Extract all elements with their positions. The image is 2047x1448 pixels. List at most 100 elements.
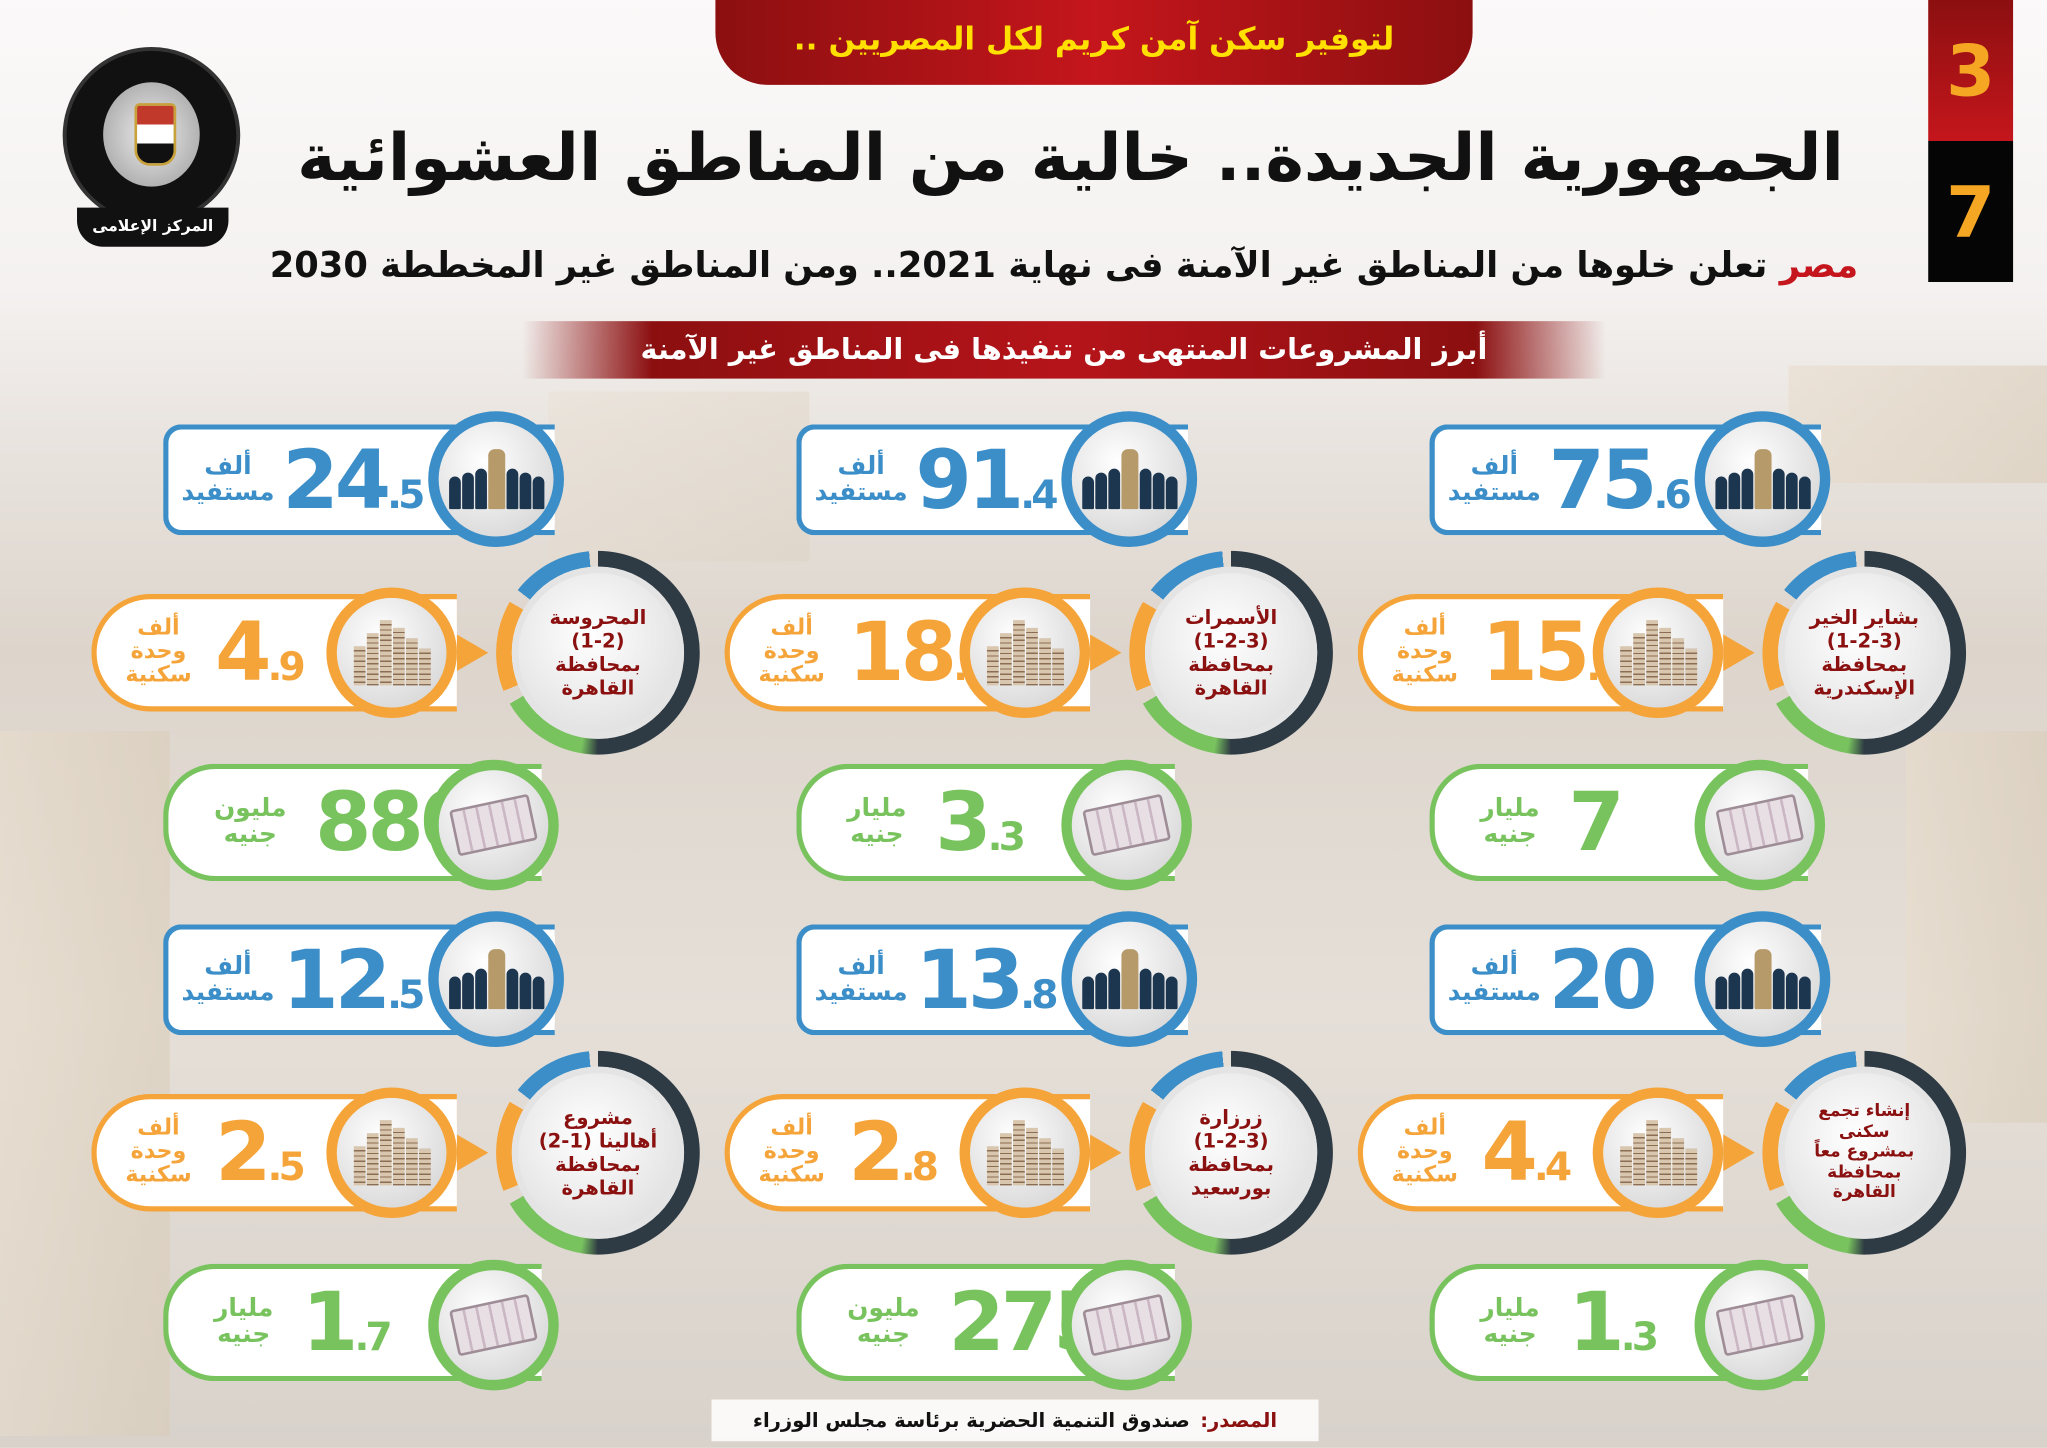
unit-line: ألف — [770, 615, 813, 642]
cost-unit: مليار جنيه — [1480, 793, 1540, 848]
unit-line: وحدة — [1396, 638, 1453, 665]
tower — [1671, 1138, 1684, 1186]
people-group — [448, 449, 544, 510]
people-group — [1714, 949, 1811, 1010]
unit-line: سكنية — [758, 1161, 825, 1188]
value-int: 4 — [1481, 1104, 1537, 1200]
project-name-line: بورسعيد — [1190, 1176, 1272, 1200]
person-icon — [1785, 472, 1798, 510]
tower — [353, 1146, 365, 1186]
units-unit: ألف وحدة سكنية — [758, 1117, 825, 1188]
tower — [366, 1133, 378, 1186]
cost-unit: مليار جنيه — [1480, 1295, 1539, 1348]
person-icon — [1165, 476, 1177, 510]
badge-top: 3 — [1928, 0, 2014, 141]
person-icon — [1152, 972, 1164, 1010]
pointer-arrow — [1090, 1134, 1122, 1172]
project-name-line: إنشاء تجمع — [1818, 1101, 1911, 1122]
tower — [1671, 638, 1684, 686]
pointer-arrow — [1090, 634, 1122, 672]
units-unit: ألف وحدة سكنية — [1392, 1117, 1458, 1188]
unit-line: جنيه — [856, 1319, 911, 1349]
tower — [1038, 638, 1051, 686]
unit-line: مليار — [847, 793, 907, 823]
beneficiaries-value: 91.4 — [916, 439, 1059, 520]
project-name-line: بمشروع معاً — [1814, 1142, 1915, 1163]
person-icon — [1714, 476, 1727, 510]
people-icon — [428, 911, 564, 1048]
unit-line: وحدة — [1396, 1138, 1453, 1165]
background-building — [1906, 731, 2047, 1123]
tower — [1658, 1127, 1671, 1186]
project-name-line: (1-2-3) — [1826, 629, 1902, 653]
project-name: المحروسة (1-2) بمحافظة القاهرة — [511, 566, 685, 739]
unit-line: مليون — [214, 793, 287, 823]
person-icon — [1740, 968, 1753, 1010]
unit-line: مستفيد — [181, 977, 275, 1006]
background-building — [548, 391, 810, 562]
project-card: ألفمستفيد91.4ألفوحدةسكنية18.3مليارجنيه3.… — [724, 411, 1333, 891]
value-dec: .5 — [387, 471, 425, 518]
tower — [986, 1146, 999, 1186]
value-int: 15 — [1481, 604, 1590, 700]
source-label: المصدر: — [1200, 1408, 1278, 1433]
person-icon — [1094, 472, 1107, 510]
value-int: 24 — [282, 431, 391, 527]
value-dec: .7 — [354, 1314, 392, 1361]
cost-value: 7 — [1568, 781, 1624, 863]
tower — [1619, 646, 1632, 686]
person-icon — [448, 976, 461, 1010]
project-name: إنشاء تجمع سكنى بمشروع معاً بمحافظة القاهرة — [1778, 1066, 1951, 1239]
project-name-line: (1-2-3) — [1193, 1129, 1269, 1153]
project-name-line: الأسمرات — [1184, 605, 1278, 630]
person-icon — [1165, 976, 1177, 1010]
source-text: صندوق التنمية الحضرية برئاسة مجلس الوزرا… — [752, 1408, 1190, 1433]
person-icon — [1107, 468, 1120, 510]
people-group — [1714, 449, 1811, 510]
value-dec: .5 — [387, 971, 425, 1018]
series-badge: 3 7 — [1928, 0, 2014, 282]
project-card: ألف مستفيد 13.8 ألف وحدة سكنية 2.8 مليون جنيه 275… — [724, 911, 1333, 1391]
person-icon — [448, 476, 461, 510]
money-stack-icon — [1694, 759, 1826, 891]
project-ring: الأسمرات (1-2-3) بمحافظة القاهرة — [1129, 550, 1333, 755]
tower — [366, 633, 378, 686]
cabinet-media-center-logo: المركز الإعلامى — [62, 46, 241, 247]
project-name-line: سكنى — [1838, 1122, 1890, 1142]
tower — [1684, 648, 1697, 686]
beneficiaries-unit: ألف مستفيد — [1448, 451, 1541, 506]
section-ribbon-text: أبرز المشروعات المنتهى من تنفيذها فى الم… — [640, 333, 1488, 367]
person-icon — [461, 472, 474, 510]
project-name-line: مشروع — [563, 1105, 633, 1130]
banknotes — [1715, 1293, 1805, 1357]
project-card: ألفمستفيد75.6ألفوحدةسكنية15.1مليارجنيه7ب… — [1357, 411, 1967, 891]
project-name-line: القاهرة — [561, 1176, 635, 1200]
cost-unit: مليون جنيه — [214, 793, 287, 848]
unit-line: مليار — [1480, 793, 1540, 823]
tower — [353, 646, 365, 686]
towers — [353, 620, 431, 686]
tower — [1051, 648, 1064, 686]
project-ring: بشاير الخير (1-2-3) بمحافظة الإسكندرية — [1762, 550, 1967, 755]
tower — [1025, 627, 1038, 686]
towers — [1619, 620, 1697, 686]
banknotes — [1715, 793, 1805, 857]
unit-line: وحدة — [763, 638, 820, 665]
value-int: 20 — [1548, 931, 1658, 1027]
tower — [1645, 1120, 1658, 1186]
person-icon — [1798, 976, 1811, 1010]
person-icon — [1139, 468, 1151, 510]
person-icon — [1120, 949, 1138, 1010]
tower — [999, 1133, 1012, 1186]
units-value: 4.9 — [215, 612, 306, 693]
project-name-line: بمحافظة — [555, 652, 641, 677]
unit-line: ألف — [1470, 451, 1518, 480]
person-icon — [1785, 972, 1798, 1010]
cost-unit: مليار جنيه — [847, 793, 907, 848]
money-stack-icon — [1061, 759, 1192, 891]
project-name: مشروع أهالينا (1-2) بمحافظة القاهرة — [511, 1066, 685, 1239]
pointer-arrow — [456, 1134, 489, 1172]
units-value: 2.8 — [848, 1112, 939, 1193]
unit-line: مليار — [214, 1293, 274, 1323]
tower — [379, 1120, 391, 1186]
